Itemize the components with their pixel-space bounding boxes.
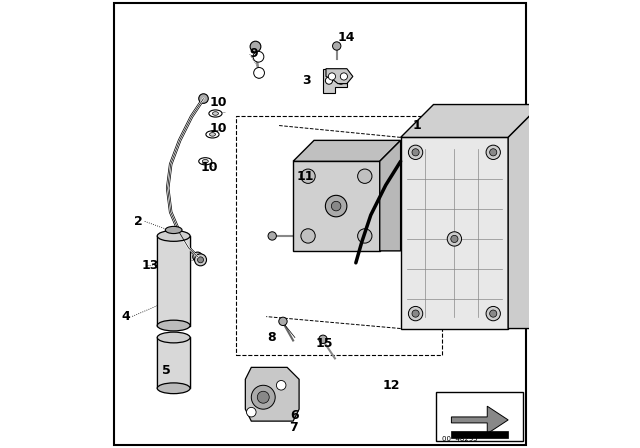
Text: 14: 14 — [338, 30, 355, 43]
Text: 9: 9 — [250, 47, 258, 60]
Bar — [157, 236, 190, 326]
Circle shape — [279, 317, 287, 326]
Circle shape — [486, 306, 500, 321]
Text: 8: 8 — [268, 331, 276, 344]
Circle shape — [337, 77, 344, 84]
Ellipse shape — [157, 231, 190, 241]
Ellipse shape — [165, 226, 182, 233]
Text: 13: 13 — [142, 259, 159, 272]
Circle shape — [408, 306, 423, 321]
Circle shape — [195, 254, 207, 266]
Text: 5: 5 — [162, 364, 170, 377]
Circle shape — [340, 73, 348, 80]
Circle shape — [325, 77, 333, 84]
Bar — [401, 138, 508, 328]
Circle shape — [193, 252, 202, 262]
Polygon shape — [451, 406, 508, 434]
Circle shape — [199, 94, 208, 103]
Circle shape — [328, 73, 335, 80]
Ellipse shape — [157, 332, 190, 343]
Ellipse shape — [199, 158, 212, 165]
Circle shape — [333, 42, 341, 50]
Circle shape — [253, 68, 264, 78]
Circle shape — [257, 391, 269, 403]
Circle shape — [408, 145, 423, 159]
Polygon shape — [508, 104, 541, 328]
Bar — [436, 392, 523, 441]
Text: 12: 12 — [383, 379, 400, 392]
Polygon shape — [323, 69, 347, 93]
Circle shape — [412, 310, 419, 317]
Circle shape — [301, 229, 316, 243]
Text: 10: 10 — [209, 96, 227, 109]
Ellipse shape — [157, 320, 190, 331]
Circle shape — [451, 235, 458, 242]
Bar — [293, 161, 380, 251]
Text: 10: 10 — [209, 122, 227, 135]
Text: 00  48295: 00 48295 — [442, 436, 478, 442]
Text: 15: 15 — [316, 337, 333, 350]
Text: 1: 1 — [413, 119, 421, 132]
Ellipse shape — [157, 383, 190, 394]
Circle shape — [447, 232, 461, 246]
Circle shape — [198, 257, 204, 263]
Ellipse shape — [202, 159, 208, 163]
Circle shape — [319, 335, 327, 344]
Text: 4: 4 — [122, 310, 131, 323]
Circle shape — [332, 201, 341, 211]
Text: 2: 2 — [134, 215, 142, 228]
Polygon shape — [380, 140, 401, 251]
Circle shape — [490, 310, 497, 317]
Bar — [451, 431, 508, 438]
Circle shape — [358, 169, 372, 183]
Circle shape — [412, 149, 419, 156]
Circle shape — [276, 380, 286, 390]
Ellipse shape — [209, 133, 216, 136]
Circle shape — [250, 41, 261, 52]
Circle shape — [490, 149, 497, 156]
Circle shape — [253, 52, 264, 62]
Polygon shape — [401, 104, 541, 138]
Circle shape — [252, 385, 275, 409]
Polygon shape — [245, 367, 299, 421]
Text: 6: 6 — [290, 409, 299, 422]
Circle shape — [301, 169, 316, 183]
Text: 3: 3 — [302, 74, 310, 87]
Text: 7: 7 — [289, 421, 298, 434]
Circle shape — [325, 195, 347, 217]
Circle shape — [252, 43, 260, 51]
Polygon shape — [326, 69, 353, 84]
Ellipse shape — [209, 110, 222, 117]
Ellipse shape — [212, 112, 218, 115]
Text: 10: 10 — [200, 161, 218, 174]
Bar — [157, 337, 190, 388]
Circle shape — [486, 145, 500, 159]
Circle shape — [268, 232, 276, 240]
Circle shape — [358, 229, 372, 243]
Circle shape — [246, 407, 256, 417]
Ellipse shape — [206, 131, 219, 138]
Text: 11: 11 — [296, 170, 314, 183]
Polygon shape — [293, 140, 401, 161]
